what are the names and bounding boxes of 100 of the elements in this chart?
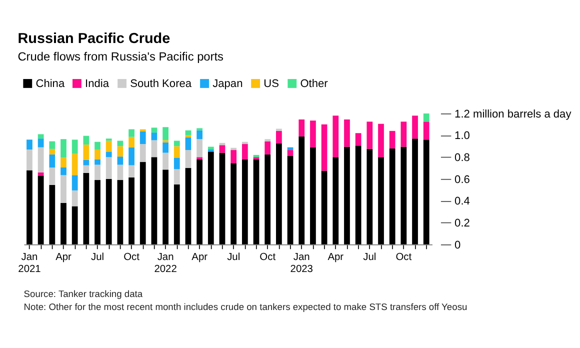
- x-tick-label: Jan 2023: [290, 252, 314, 276]
- legend-label: India: [85, 78, 110, 90]
- bar: [151, 132, 158, 140]
- bar: [366, 122, 373, 149]
- bar: [94, 142, 100, 150]
- y-tick-label: 1.0: [454, 130, 470, 142]
- bar: [310, 120, 316, 148]
- legend-label: China: [36, 78, 66, 90]
- bar: [162, 152, 168, 170]
- legend-label: Other: [300, 78, 328, 90]
- bar: [412, 116, 418, 139]
- bar: [242, 144, 248, 160]
- y-tick-label: 0: [454, 239, 461, 252]
- bar: [389, 130, 396, 148]
- bar: [49, 148, 56, 154]
- bar: [72, 175, 78, 190]
- bar: [83, 165, 90, 173]
- bar: [128, 136, 134, 148]
- y-tick-label: 0.2: [454, 217, 470, 230]
- x-tick-label: Jul: [227, 252, 240, 264]
- x-tick-label: Oct: [124, 252, 140, 264]
- bar: [185, 137, 192, 150]
- bar: [174, 169, 180, 184]
- bar: [117, 146, 124, 157]
- legend-label: South Korea: [130, 78, 192, 90]
- bar: [264, 141, 271, 154]
- bar: [140, 144, 146, 162]
- bar: [106, 152, 112, 158]
- bar: [287, 150, 294, 156]
- bar: [208, 149, 214, 152]
- bar: [83, 144, 90, 160]
- bar: [344, 119, 350, 147]
- bar: [230, 148, 237, 150]
- bar: [49, 167, 56, 185]
- bar: [83, 160, 90, 166]
- legend-label: US: [264, 78, 279, 90]
- bar: [140, 131, 146, 144]
- bar: [72, 190, 78, 206]
- bar: [185, 130, 192, 136]
- x-tick-label: Apr: [328, 252, 344, 264]
- bar: [49, 141, 56, 149]
- bar: [151, 140, 158, 158]
- bar: [162, 127, 168, 140]
- bar: [219, 145, 226, 153]
- source-note: Source: Tanker tracking data: [24, 289, 144, 300]
- bar: [423, 122, 430, 140]
- chart-title: Russian Pacific Crude: [18, 30, 170, 47]
- bar: [298, 119, 305, 136]
- x-tick-label: Oct: [396, 252, 412, 264]
- bar: [128, 147, 134, 166]
- bar: [174, 158, 180, 170]
- bar: [174, 140, 180, 146]
- bar: [38, 134, 44, 139]
- bar: [208, 146, 214, 150]
- chart-subtitle: Crude flows from Russia's Pacific ports: [18, 50, 224, 64]
- bar: [26, 140, 32, 150]
- bar: [94, 159, 100, 165]
- bar: [128, 165, 134, 178]
- bar: [94, 149, 100, 160]
- y-tick-label: 0.4: [454, 196, 470, 208]
- bar: [230, 150, 237, 164]
- bar: [423, 113, 430, 122]
- bar: [106, 157, 112, 179]
- bar: [332, 116, 339, 158]
- bar: [60, 158, 66, 168]
- bar: [26, 149, 32, 170]
- bar: [242, 142, 248, 144]
- bar: [38, 147, 44, 172]
- bar: [151, 128, 158, 133]
- bar: [185, 150, 192, 168]
- bar: [94, 164, 100, 180]
- bar: [38, 138, 44, 148]
- legend-label: Japan: [212, 78, 243, 90]
- bar: [60, 175, 66, 203]
- x-tick-label: Apr: [192, 252, 208, 264]
- bar: [83, 136, 90, 145]
- bar: [174, 146, 180, 158]
- bar: [196, 130, 203, 140]
- bar: [72, 154, 78, 176]
- bar: [378, 124, 384, 158]
- bar: [60, 139, 66, 158]
- bar: [355, 133, 362, 146]
- bar: [162, 142, 168, 153]
- bar: [106, 140, 112, 152]
- x-tick-label: Jan 2022: [154, 252, 178, 276]
- x-tick-label: Jan 2021: [18, 252, 42, 276]
- bar: [276, 130, 282, 144]
- bar: [400, 122, 407, 147]
- bar: [60, 167, 66, 176]
- y-tick-label: 0.8: [454, 152, 470, 164]
- x-tick-label: Jul: [91, 252, 104, 264]
- bar: [72, 140, 78, 154]
- bar: [321, 124, 328, 171]
- bar: [49, 154, 56, 168]
- y-tick-label: 0.6: [454, 174, 470, 186]
- bar: [117, 156, 124, 165]
- bar: [38, 172, 44, 176]
- y-tick-label: 1.2 million barrels a day: [454, 108, 572, 120]
- bar: [196, 139, 203, 158]
- bar: [128, 129, 134, 137]
